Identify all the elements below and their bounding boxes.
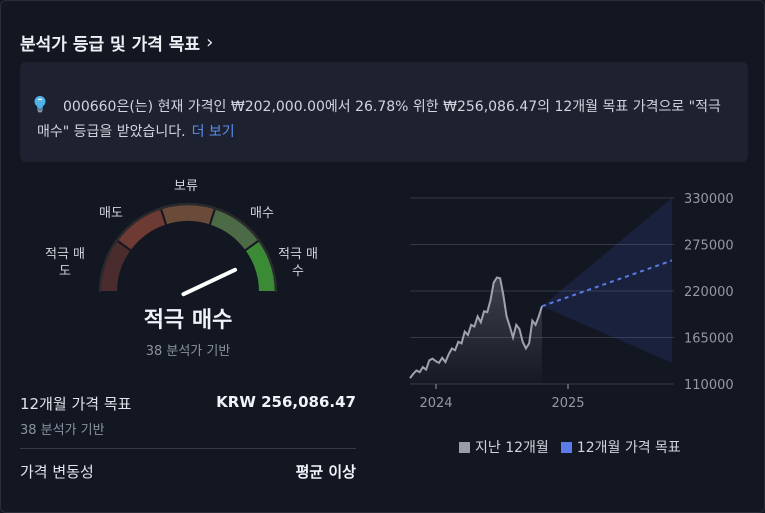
x-tick-label: 2024 xyxy=(419,396,452,411)
legend-swatch-target xyxy=(560,441,572,453)
gauge-graphic xyxy=(98,202,278,297)
volatility-label: 가격 변동성 xyxy=(20,463,94,481)
past-area xyxy=(410,277,542,384)
more-link[interactable]: 더 보기 xyxy=(191,124,235,140)
gauge-outline xyxy=(98,202,278,293)
lightbulb-icon xyxy=(33,95,47,117)
summary-sentence: 000660은(는) 현재 가격인 ₩202,000.00에서 26.78% 위… xyxy=(37,99,721,140)
legend-swatch-past xyxy=(459,441,470,453)
legend-label-past: 지난 12개월 xyxy=(475,440,549,456)
volatility-value: 평균 이상 xyxy=(295,463,356,481)
section-title: 분석가 등급 및 가격 목표 xyxy=(20,35,201,55)
y-tick-label: 165000 xyxy=(684,332,734,347)
target-price-line xyxy=(541,259,673,308)
summary-text: 000660은(는) 현재 가격인 ₩202,000.00에서 26.78% 위… xyxy=(37,95,737,145)
y-tick-label: 220000 xyxy=(684,285,734,300)
summary-panel: 000660은(는) 현재 가격인 ₩202,000.00에서 26.78% 위… xyxy=(20,62,748,162)
y-tick-label: 110000 xyxy=(684,378,734,393)
rating-gauge xyxy=(38,170,338,305)
rating-subtitle: 38 분석가 기반 xyxy=(145,344,231,359)
legend-label-target: 12개월 가격 목표 xyxy=(576,440,681,456)
divider xyxy=(20,448,356,449)
gauge-label-buy: 매수 xyxy=(250,206,274,221)
chevron-right-icon: › xyxy=(206,32,214,53)
price-target-subtitle: 38 분석가 기반 xyxy=(20,423,105,438)
chart-legend: 지난 12개월 12개월 가격 목표 xyxy=(459,437,681,457)
gauge-label-sell: 매도 xyxy=(99,206,123,221)
section-title-link[interactable]: 분석가 등급 및 가격 목표 › xyxy=(20,30,213,55)
legend-item-target: 12개월 가격 목표 xyxy=(560,437,681,457)
chart-graphic: 330000 275000 220000 165000 110000 2024 2025 xyxy=(409,192,734,411)
price-target-label: 12개월 가격 목표 xyxy=(20,395,132,413)
x-tick-label: 2025 xyxy=(551,396,584,411)
gauge-label-neutral: 보류 xyxy=(174,179,198,194)
price-target-chart: 330000 275000 220000 165000 110000 2024 2025 xyxy=(404,182,744,412)
past-price-line xyxy=(409,276,543,379)
y-tick-label: 330000 xyxy=(684,192,734,207)
price-target-value: KRW 256,086.47 xyxy=(216,393,356,411)
gauge-needle xyxy=(181,267,238,297)
forecast-range xyxy=(542,198,672,363)
y-tick-label: 275000 xyxy=(684,239,734,254)
legend-item-past: 지난 12개월 xyxy=(459,437,549,457)
rating-label: 적극 매수 xyxy=(143,308,233,333)
